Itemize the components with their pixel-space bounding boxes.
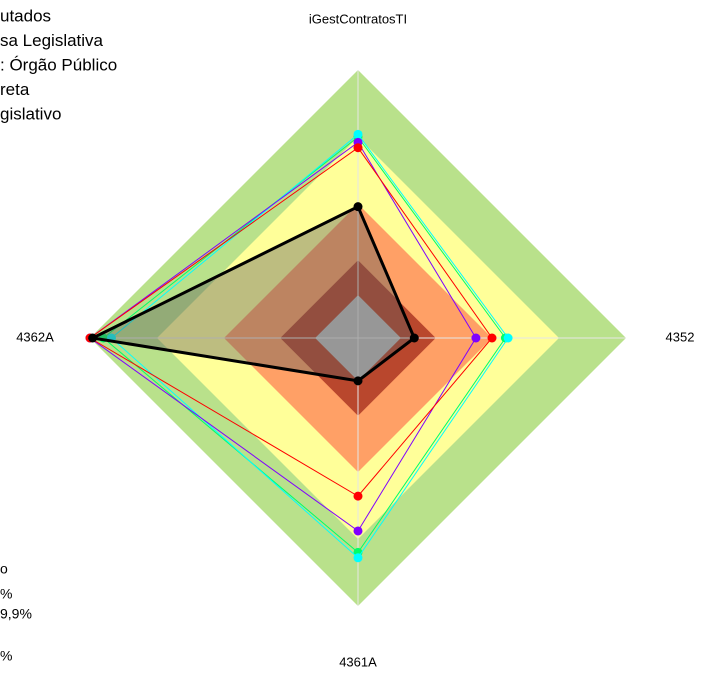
series-point: [353, 526, 363, 536]
series-point: [409, 333, 419, 343]
series-point: [487, 333, 497, 343]
series-point: [353, 202, 363, 212]
category-label: 4352: [666, 329, 695, 344]
legend-entry: : Órgão Público: [0, 55, 117, 74]
series-point: [88, 333, 98, 343]
series-point: [353, 553, 363, 563]
legend-entry: sa Legislativa: [0, 31, 104, 50]
legend-entry: reta: [0, 80, 30, 99]
legend-entry: 9,9%: [0, 606, 32, 622]
category-label: 4361A: [339, 654, 377, 669]
series-point: [353, 143, 363, 153]
series-point: [471, 333, 481, 343]
legend-entry: gislativo: [0, 104, 61, 123]
series-point: [353, 129, 363, 139]
legend-entry: %: [0, 648, 12, 664]
legend-entry: %: [0, 586, 12, 602]
series-point: [353, 491, 363, 501]
legend-entry: utados: [0, 6, 51, 25]
legend-entry: o: [0, 561, 8, 577]
category-label: 4362A: [16, 329, 54, 344]
series-point: [353, 376, 363, 386]
series-point: [503, 333, 513, 343]
category-label: iGestContratosTI: [309, 11, 407, 26]
